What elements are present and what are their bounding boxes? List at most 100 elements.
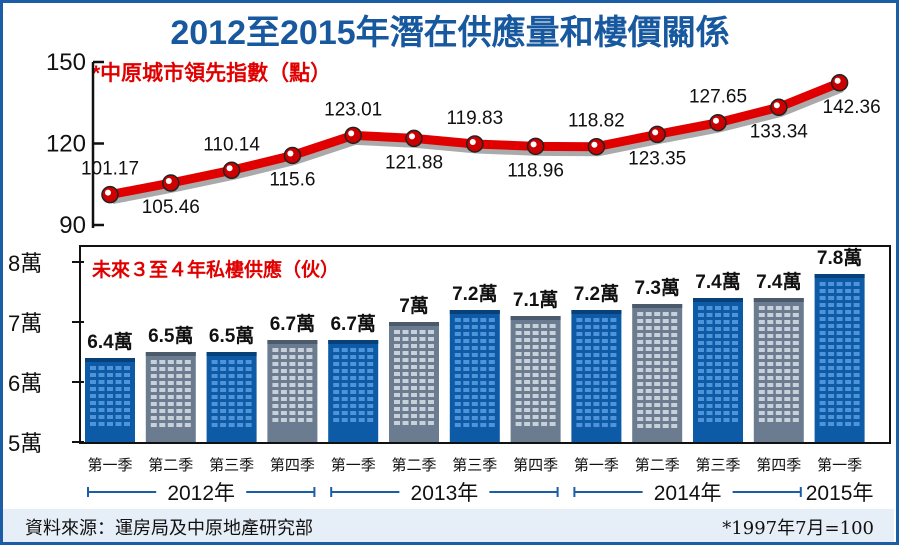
bar-window	[819, 359, 826, 363]
bar-window	[176, 395, 183, 399]
bar-window	[828, 401, 835, 405]
bar-window	[784, 320, 791, 324]
bar-window	[853, 345, 860, 349]
bar-window	[836, 296, 843, 300]
bar-window	[159, 360, 166, 364]
bar-window	[245, 402, 252, 406]
bar-window	[654, 396, 661, 400]
bar-window	[541, 401, 548, 405]
bar-window	[488, 374, 495, 378]
bar-window	[601, 402, 608, 406]
bar-window	[671, 396, 678, 400]
bar-window	[732, 397, 738, 401]
bar-window	[419, 344, 426, 348]
bar-window	[549, 394, 556, 398]
bar-window	[593, 374, 600, 378]
bar-window	[549, 415, 556, 419]
bar-window	[784, 334, 791, 338]
bar-window	[532, 345, 539, 349]
bar-window	[419, 393, 426, 397]
bar-window	[775, 348, 782, 352]
bar-window	[341, 390, 348, 394]
bar-window	[819, 366, 826, 370]
bar-label: 7萬	[399, 295, 429, 317]
bar-window	[645, 333, 652, 337]
bar-window	[601, 367, 608, 371]
bar-window	[463, 353, 470, 357]
bar-window	[853, 408, 860, 412]
bar-window	[732, 383, 738, 387]
bar-window	[584, 367, 591, 371]
bar-window	[341, 411, 348, 415]
point-highlight	[409, 133, 415, 140]
bar-window	[784, 341, 791, 345]
bar-window	[515, 408, 522, 412]
bar-window	[245, 367, 252, 371]
bar-window	[176, 423, 183, 427]
bar-window	[637, 424, 644, 428]
bar-window	[411, 358, 417, 362]
bar-window	[654, 417, 661, 421]
bar-window	[150, 423, 157, 427]
bar-window	[454, 318, 461, 322]
bar-window	[488, 409, 495, 413]
bar-window	[402, 344, 409, 348]
bar-window	[124, 387, 130, 391]
bar-window	[211, 360, 218, 364]
bar-window	[150, 416, 157, 420]
bar-window	[289, 362, 296, 366]
bar-window	[836, 317, 843, 321]
bar-window	[541, 352, 548, 356]
bar-window	[792, 362, 799, 366]
bar-window	[480, 367, 487, 371]
bar-window	[524, 387, 531, 391]
bar-window	[394, 351, 400, 355]
bar-window	[98, 380, 105, 384]
bar-window	[784, 390, 791, 394]
bar-window	[576, 332, 583, 336]
y-tick-label: 150	[46, 49, 86, 76]
bar-window	[367, 376, 374, 380]
bar-window	[853, 338, 860, 342]
bar-window	[515, 345, 522, 349]
bar-window	[367, 362, 374, 366]
bar-window	[584, 374, 591, 378]
bar-window	[488, 367, 495, 371]
bar-window	[124, 401, 130, 405]
bar-window	[358, 418, 365, 422]
point-highlight	[652, 129, 659, 136]
bar-window	[532, 387, 539, 391]
bar-window	[167, 367, 174, 371]
bar-roof	[328, 340, 379, 344]
bar-window	[463, 339, 470, 343]
bar-window	[411, 393, 417, 397]
bar-window	[237, 360, 244, 364]
bar-window	[662, 326, 669, 330]
bar-window	[115, 422, 122, 426]
bar-window	[184, 381, 191, 385]
bar-window	[245, 423, 252, 427]
bar-window	[289, 390, 296, 394]
bar-window	[593, 346, 600, 350]
quarter-label: 第一季	[574, 456, 619, 474]
bar-window	[836, 387, 843, 391]
bar-window	[411, 372, 417, 376]
bar-window	[419, 330, 426, 334]
bar-window	[610, 395, 617, 399]
bar-window	[723, 383, 730, 387]
bar-window	[732, 390, 738, 394]
data-label: 121.88	[385, 152, 443, 173]
bar-window	[819, 289, 826, 293]
bar-window	[853, 296, 860, 300]
bar-window	[671, 403, 678, 407]
bar-window	[471, 374, 478, 378]
bar-window	[428, 365, 434, 369]
bar-window	[524, 352, 531, 356]
bar-window	[333, 369, 340, 373]
bar-window	[758, 341, 765, 345]
bar-window	[532, 415, 539, 419]
bar-window	[107, 408, 113, 412]
bar-roof	[449, 310, 500, 314]
bar-window	[601, 353, 608, 357]
bar-window	[593, 388, 600, 392]
